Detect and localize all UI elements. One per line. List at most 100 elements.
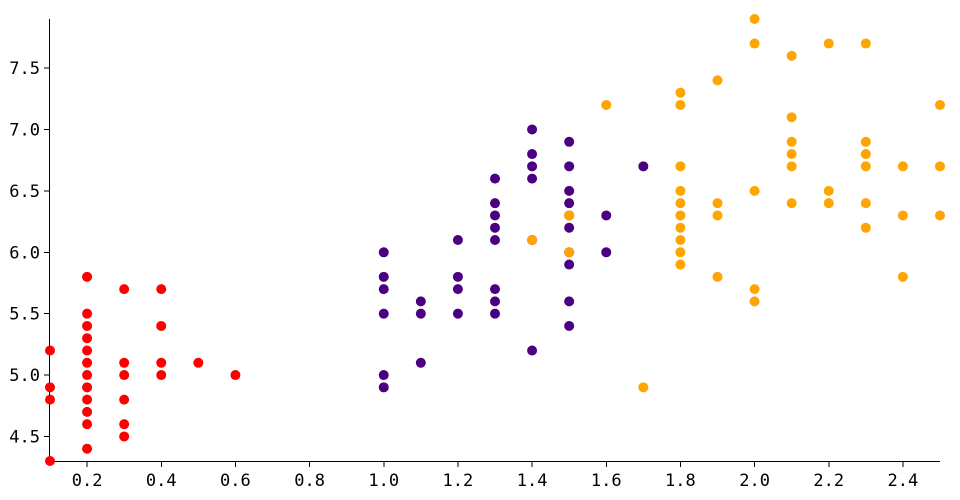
y-tick-label: 6.5	[9, 182, 40, 202]
x-tick-label: 2.2	[813, 471, 844, 491]
data-point	[860, 161, 871, 172]
data-point	[193, 357, 204, 368]
data-point	[675, 259, 686, 270]
data-point	[415, 308, 426, 319]
data-point	[564, 247, 575, 258]
data-point	[749, 14, 760, 24]
x-tick-label: 2.4	[888, 471, 919, 491]
data-point	[82, 419, 93, 430]
data-point	[527, 235, 538, 245]
data-point	[82, 406, 93, 417]
series-1	[45, 271, 241, 466]
data-point	[564, 185, 575, 196]
data-point	[82, 443, 93, 454]
x-tick-label: 1.8	[665, 471, 696, 491]
data-point	[119, 370, 130, 381]
data-point	[378, 271, 389, 282]
data-point	[490, 308, 500, 319]
data-point	[823, 38, 834, 49]
data-point	[527, 345, 538, 356]
data-point	[119, 284, 130, 295]
data-point	[786, 198, 797, 209]
y-tick-label: 5.0	[9, 366, 40, 386]
x-tick-label: 1.4	[517, 471, 548, 491]
data-point	[860, 38, 871, 49]
data-point	[675, 161, 686, 172]
data-point	[712, 198, 723, 209]
x-ticks: 0.2 0.4 0.6 0.8 1.0 1.2 1.4 1.6 1.8 2.0 2.2 2.4	[72, 461, 919, 491]
data-point	[935, 99, 945, 110]
data-point	[638, 161, 649, 172]
data-point	[638, 382, 649, 393]
data-point	[823, 198, 834, 209]
data-point	[156, 370, 167, 381]
data-point	[564, 198, 575, 209]
y-tick-label: 4.5	[9, 427, 40, 447]
y-axis: 4.5 5.0 5.5 6.0 6.5 7.0 7.5	[9, 19, 50, 462]
data-point	[490, 198, 500, 209]
data-point	[601, 210, 612, 221]
data-point	[897, 271, 908, 282]
data-point	[564, 222, 575, 233]
data-point	[786, 149, 797, 160]
data-point	[935, 161, 945, 172]
x-tick-label: 0.6	[220, 471, 251, 491]
data-point	[82, 357, 93, 368]
data-point	[786, 136, 797, 147]
series-3	[527, 14, 945, 393]
data-point	[712, 271, 723, 282]
data-point	[527, 124, 538, 135]
data-point	[675, 210, 686, 221]
x-tick-label: 2.0	[739, 471, 770, 491]
data-point	[378, 308, 389, 319]
data-point	[749, 38, 760, 49]
data-point	[712, 210, 723, 221]
y-tick-label: 7.5	[9, 59, 40, 79]
x-tick-label: 0.8	[294, 471, 325, 491]
data-point	[82, 370, 93, 381]
data-point	[675, 99, 686, 110]
data-point	[675, 235, 686, 245]
data-point	[490, 210, 500, 221]
data-point	[675, 198, 686, 209]
data-point	[601, 247, 612, 258]
data-point	[45, 345, 55, 356]
data-point	[897, 210, 908, 221]
data-point	[82, 345, 93, 356]
x-axis: 0.2 0.4 0.6 0.8 1.0 1.2 1.4 1.6 1.8 2.0 2.2 2.4	[50, 461, 940, 491]
data-point	[82, 394, 93, 405]
data-point	[860, 136, 871, 147]
data-point	[564, 296, 575, 307]
y-tick-label: 6.0	[9, 243, 40, 263]
data-point	[527, 149, 538, 160]
data-point	[749, 284, 760, 295]
data-point	[415, 357, 426, 368]
x-tick-label: 1.0	[368, 471, 399, 491]
data-point	[119, 431, 130, 442]
data-point	[860, 198, 871, 209]
x-tick-label: 0.4	[146, 471, 177, 491]
data-point	[156, 284, 167, 295]
x-tick-label: 1.6	[591, 471, 622, 491]
data-point	[119, 394, 130, 405]
data-point	[786, 112, 797, 123]
data-point	[490, 235, 500, 245]
data-point	[45, 456, 55, 466]
data-point	[897, 161, 908, 172]
data-point	[378, 284, 389, 295]
data-point	[564, 161, 575, 172]
data-point	[119, 357, 130, 368]
data-point	[452, 235, 463, 245]
data-point	[675, 87, 686, 98]
data-point	[378, 382, 389, 393]
y-ticks: 4.5 5.0 5.5 6.0 6.5 7.0 7.5	[9, 59, 50, 447]
data-point	[415, 296, 426, 307]
data-point	[45, 394, 55, 405]
data-point	[786, 50, 797, 61]
data-point	[749, 296, 760, 307]
data-point	[527, 161, 538, 172]
data-point	[490, 173, 500, 184]
x-tick-label: 1.2	[443, 471, 474, 491]
data-point	[712, 75, 723, 86]
